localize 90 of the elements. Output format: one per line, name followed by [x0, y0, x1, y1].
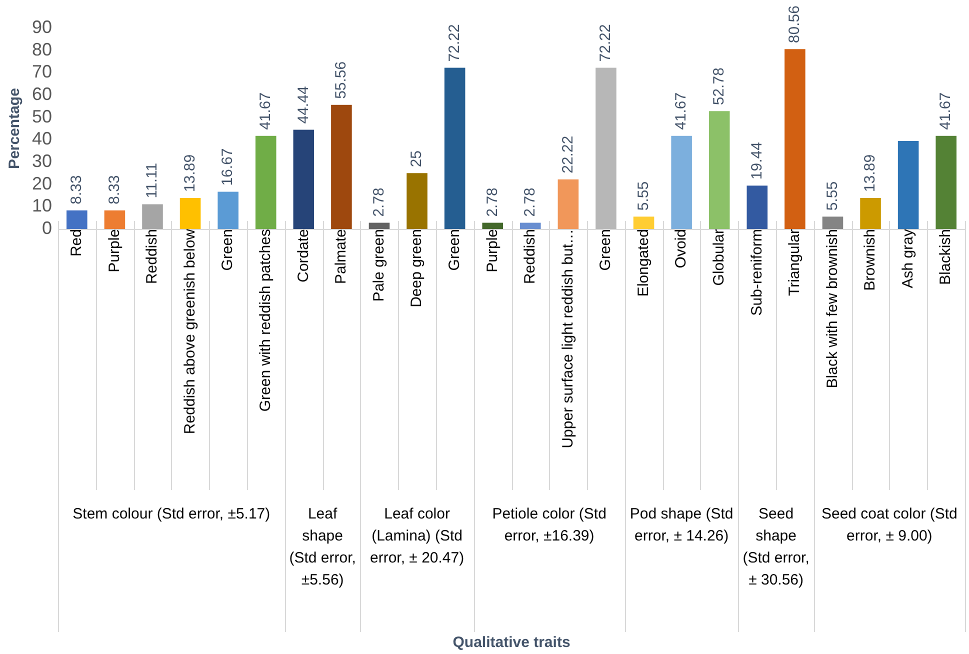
data-label: 19.44 [748, 142, 766, 180]
bar [860, 198, 881, 229]
x-tick-label: Elongated [634, 229, 652, 297]
data-label: 52.78 [710, 68, 728, 106]
text: Stem colour (Std error, ±5.17) [72, 506, 270, 523]
text: Pod shape (Std error, ± 14.26) [630, 506, 734, 545]
bar [520, 222, 541, 229]
y-tick-label: 80 [32, 39, 52, 60]
x-tick-label: Sub-reniform [748, 229, 766, 316]
data-label: 41.67 [937, 92, 954, 130]
y-tick-label: 70 [32, 62, 52, 82]
bar [293, 130, 314, 229]
y-tick-label: 10 [32, 196, 52, 216]
x-tick-label: Deep green [408, 229, 426, 308]
bar [633, 216, 654, 229]
bar [142, 204, 163, 229]
bar [104, 210, 126, 229]
x-tick-label: Brownish [862, 229, 879, 291]
x-tick-label: Black with few brownish [824, 229, 841, 388]
data-label: 2.78 [484, 188, 501, 217]
data-label: 2.78 [370, 188, 388, 217]
x-tick-label: Green with reddish patches [257, 229, 274, 412]
data-label: 2.78 [522, 188, 539, 217]
y-tick-label: 60 [32, 84, 52, 104]
bar [596, 68, 616, 229]
text: Seed shape (Std error, ± 30.56) [742, 506, 810, 589]
text: Leaf color (Lamina) (Std error, ± 20.47) [370, 506, 464, 567]
y-tick-label: 90 [32, 16, 52, 37]
x-tick-label: Cordate [294, 229, 312, 282]
data-label: 16.67 [219, 148, 236, 186]
bar [66, 210, 88, 229]
data-label: 13.89 [862, 154, 879, 192]
x-tick-label: Blackish [937, 229, 954, 285]
y-tick-label: 0 [42, 218, 52, 238]
bar [746, 186, 768, 229]
x-tick-label: Ash gray [899, 228, 916, 288]
x-tick-label: Ovoid [672, 229, 690, 268]
x-tick-label: Reddish above greenish below [181, 228, 198, 434]
bar [180, 198, 201, 229]
data-label: 22.22 [559, 136, 576, 174]
bar [218, 192, 238, 229]
bar [822, 216, 844, 229]
text: Leaf shape (Std error, ±5.56) [289, 506, 356, 589]
data-label: 5.55 [824, 181, 841, 211]
data-label: 41.67 [672, 92, 690, 130]
data-label: 8.33 [106, 175, 123, 204]
x-tick-label: Purple [106, 229, 123, 272]
bar [406, 173, 428, 229]
x-tick-label: Pale green [370, 229, 388, 302]
data-label: 25 [408, 150, 426, 168]
text: Seed coat color (Std error, ± 9.00) [821, 506, 958, 545]
data-label: 11.11 [144, 162, 161, 198]
x-tick-label: Purple [484, 229, 501, 272]
bar [255, 136, 276, 229]
data-label: 72.22 [597, 24, 614, 62]
x-tick-label: Green [219, 229, 236, 271]
bar [936, 136, 956, 229]
text: Petiole color (Std error, ±16.39) [492, 506, 606, 545]
y-tick-label: 40 [32, 128, 52, 149]
data-label: 55.56 [332, 61, 350, 99]
x-tick-label: Red [68, 229, 86, 257]
y-tick-label: 50 [32, 106, 52, 126]
x-tick-label: Globular [710, 229, 728, 286]
y-tick-label: 30 [32, 150, 52, 171]
text: Qualitative traits [452, 634, 570, 652]
bar [331, 104, 352, 229]
x-tick-label: Green [446, 229, 463, 271]
data-label: 80.56 [786, 6, 804, 44]
x-tick-label: Palmate [332, 229, 350, 284]
data-label: 8.33 [68, 175, 86, 204]
bar [708, 111, 730, 229]
bar [368, 222, 390, 229]
y-tick-label: 20 [32, 173, 52, 194]
bar [444, 68, 466, 229]
bar [671, 136, 692, 229]
x-tick-label: Upper surface light reddish but… [559, 229, 576, 448]
x-tick-label: Reddish [144, 229, 161, 284]
x-tick-label: Triangular [786, 229, 804, 296]
x-tick-label: Reddish [522, 229, 539, 284]
data-label: 72.22 [446, 24, 463, 62]
y-axis-title: Percentage [6, 88, 24, 169]
data-label: 41.67 [257, 92, 274, 130]
bar [898, 141, 919, 229]
data-label: 44.44 [294, 86, 312, 124]
data-label: 13.89 [181, 154, 198, 192]
bar [482, 222, 504, 229]
x-tick-label: Green [597, 229, 614, 271]
data-label: 5.55 [634, 181, 652, 211]
bar [784, 49, 806, 229]
bar [558, 179, 579, 229]
